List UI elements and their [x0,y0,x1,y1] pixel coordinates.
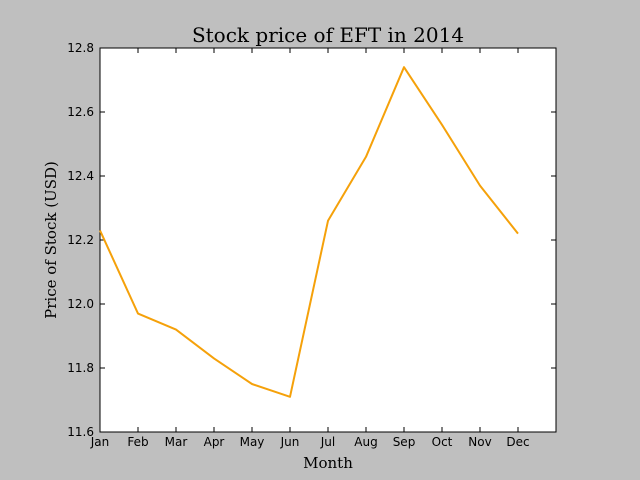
x-tick-label: Mar [165,435,188,449]
plot-area [99,47,557,433]
series-line [99,66,519,398]
y-tick-label: 12.8 [67,41,94,55]
y-tick-label: 12.0 [67,297,94,311]
x-tick-label: Sep [393,435,416,449]
x-tick-label: Nov [468,435,491,449]
tick-labels: Jan Feb Mar Apr May Jun Jul Aug Sep Oct Nov Dec 11.6… [67,41,529,449]
x-axis-label: Month [303,454,353,472]
ticks [99,47,556,433]
y-tick-label: 11.8 [67,361,94,375]
x-tick-label: Aug [354,435,377,449]
chart-title: Stock price of EFT in 2014 [192,23,464,47]
y-axis-label: Price of Stock (USD) [42,161,60,319]
x-tick-label: Jan [90,435,110,449]
x-tick-label: Jun [280,435,300,449]
y-tick-label: 12.6 [67,105,94,119]
y-tick-label: 12.2 [67,233,94,247]
x-tick-label: Apr [204,435,225,449]
x-tick-label: Dec [506,435,529,449]
x-tick-label: Oct [432,435,453,449]
x-tick-label: Feb [127,435,148,449]
x-tick-label: May [240,435,265,449]
series [99,66,519,398]
y-tick-label: 12.4 [67,169,94,183]
x-tick-label: Jul [320,435,335,449]
y-tick-label: 11.6 [67,425,94,439]
